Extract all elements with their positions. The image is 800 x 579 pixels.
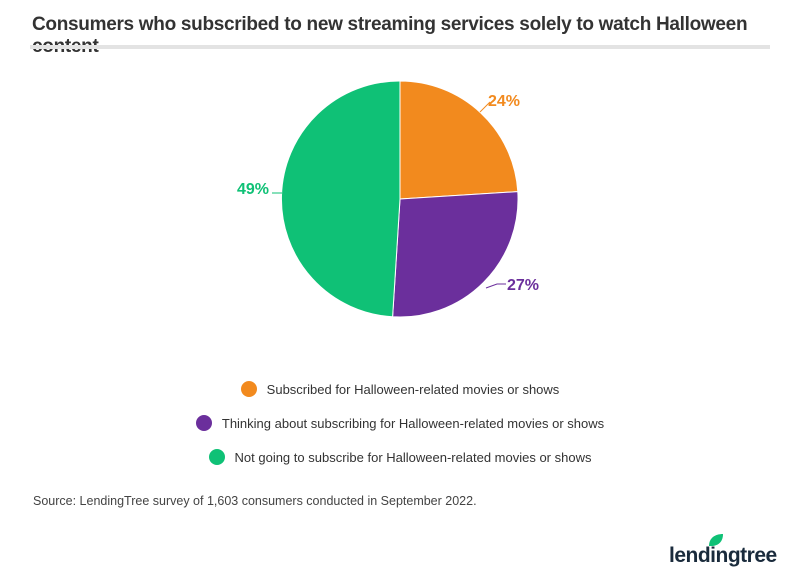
slice-thinking bbox=[392, 191, 519, 318]
lendingtree-logo: lendingtree bbox=[669, 534, 777, 568]
legend-label: Not going to subscribe for Halloween-rel… bbox=[234, 449, 592, 465]
orange-dot-icon bbox=[240, 381, 257, 397]
green-dot-icon bbox=[208, 449, 225, 465]
source-note: Source: LendingTree survey of 1,603 cons… bbox=[33, 494, 477, 508]
logo-text: lendingtree bbox=[669, 544, 777, 567]
legend-item-subscribed: Subscribed for Halloween-related movies … bbox=[0, 372, 800, 406]
legend-item-not-going: Not going to subscribe for Halloween-rel… bbox=[0, 440, 800, 474]
legend-label: Thinking about subscribing for Halloween… bbox=[221, 415, 605, 431]
title-divider bbox=[30, 45, 770, 49]
label-24: 24% bbox=[488, 93, 520, 110]
label-27: 27% bbox=[507, 277, 539, 294]
slice-not-going bbox=[280, 80, 401, 318]
pie-chart: 24% 27% 49% bbox=[237, 80, 539, 318]
label-49: 49% bbox=[237, 181, 269, 198]
legend: Subscribed for Halloween-related movies … bbox=[0, 372, 800, 474]
leaf-icon bbox=[709, 534, 723, 546]
legend-item-thinking: Thinking about subscribing for Halloween… bbox=[0, 406, 800, 440]
purple-dot-icon bbox=[195, 415, 212, 431]
legend-label: Subscribed for Halloween-related movies … bbox=[266, 381, 560, 397]
slice-subscribed bbox=[399, 80, 519, 200]
